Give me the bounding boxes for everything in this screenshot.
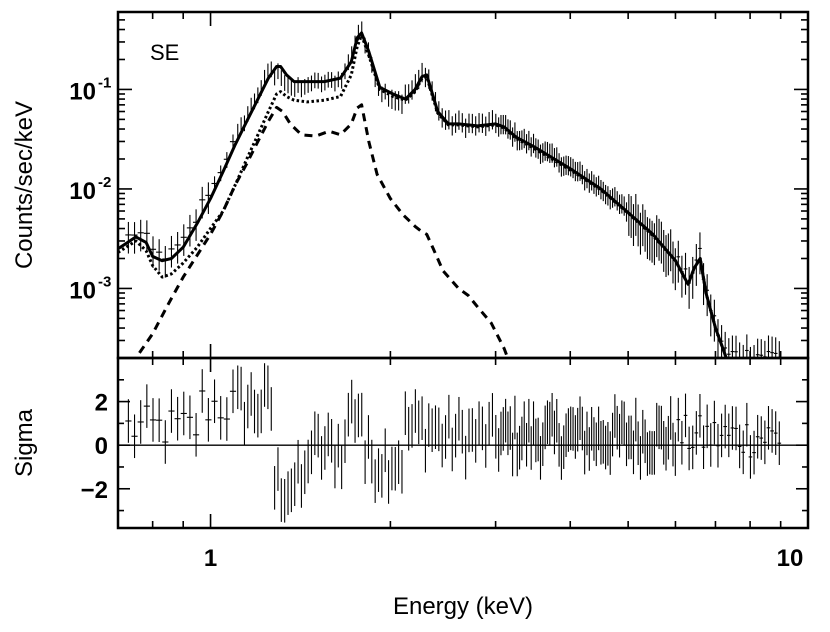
y-tick-exponent: -2: [98, 174, 111, 191]
residual-points: [125, 363, 782, 523]
bottom-y-tick-labels: 2 0 −2: [81, 390, 108, 504]
top-data-points: [125, 21, 782, 358]
top-y-tick-labels: 10-310-210-1: [69, 74, 111, 304]
x-axis-title: Energy (keV): [393, 593, 533, 620]
y-tick-label: 10: [69, 277, 96, 304]
model-curves: [118, 31, 728, 358]
x-tick-label: 1: [204, 545, 217, 572]
top-y-axis-title: Counts/sec/keV: [11, 101, 38, 269]
model-component-dotted: [118, 33, 728, 358]
y-tick-label: −2: [81, 477, 108, 504]
x-tick-label: 10: [777, 545, 804, 572]
top-panel-frame: [116, 10, 810, 360]
y-tick-label: 0: [95, 433, 108, 460]
y-tick-exponent: -3: [98, 273, 111, 290]
y-tick-label: 10: [69, 178, 96, 205]
y-tick-label: 2: [95, 390, 108, 417]
tick-marks: [117, 12, 809, 528]
panel-annotation: SE: [150, 40, 179, 65]
y-tick-label: 10: [69, 78, 96, 105]
y-tick-exponent: -1: [98, 74, 111, 91]
bottom-y-axis-title: Sigma: [11, 408, 38, 477]
model-component-dashed: [133, 103, 510, 358]
x-tick-labels: 1 10: [204, 545, 803, 572]
bottom-panel-frame: [116, 356, 810, 530]
